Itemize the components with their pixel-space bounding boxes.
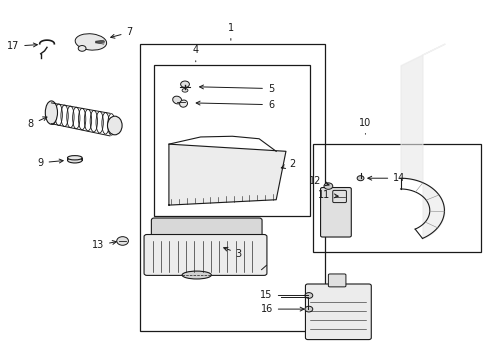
Text: 6: 6 <box>196 100 273 110</box>
FancyBboxPatch shape <box>151 218 262 239</box>
Ellipse shape <box>67 158 82 163</box>
FancyBboxPatch shape <box>144 234 266 275</box>
Text: 12: 12 <box>308 176 328 186</box>
Bar <box>154 65 310 216</box>
Text: 3: 3 <box>224 247 242 258</box>
FancyBboxPatch shape <box>305 284 370 339</box>
Text: 13: 13 <box>92 240 116 250</box>
FancyBboxPatch shape <box>320 188 350 237</box>
Text: 17: 17 <box>7 41 37 51</box>
FancyBboxPatch shape <box>332 190 346 203</box>
Ellipse shape <box>45 101 58 124</box>
Circle shape <box>117 237 128 245</box>
FancyBboxPatch shape <box>328 274 345 287</box>
Circle shape <box>305 306 312 312</box>
Ellipse shape <box>182 89 187 92</box>
Circle shape <box>78 45 86 51</box>
Text: 2: 2 <box>281 159 295 169</box>
Text: 9: 9 <box>38 158 63 168</box>
Text: 7: 7 <box>110 27 132 38</box>
Ellipse shape <box>179 100 187 107</box>
Circle shape <box>356 176 363 181</box>
Text: 4: 4 <box>192 45 199 62</box>
Bar <box>140 44 325 330</box>
Text: 10: 10 <box>359 118 371 134</box>
Text: 8: 8 <box>28 117 47 129</box>
Polygon shape <box>168 144 285 205</box>
Text: 11: 11 <box>317 190 338 200</box>
Ellipse shape <box>172 96 182 104</box>
Text: 1: 1 <box>227 23 233 40</box>
Circle shape <box>305 293 312 298</box>
Ellipse shape <box>75 34 106 50</box>
Text: 14: 14 <box>367 173 405 183</box>
Bar <box>312 144 480 252</box>
Ellipse shape <box>67 156 82 160</box>
Text: 5: 5 <box>199 84 274 94</box>
Ellipse shape <box>107 116 122 135</box>
Text: 16: 16 <box>260 304 304 314</box>
Ellipse shape <box>182 271 211 279</box>
Text: 15: 15 <box>260 291 305 301</box>
Ellipse shape <box>180 81 189 87</box>
Circle shape <box>324 183 332 189</box>
